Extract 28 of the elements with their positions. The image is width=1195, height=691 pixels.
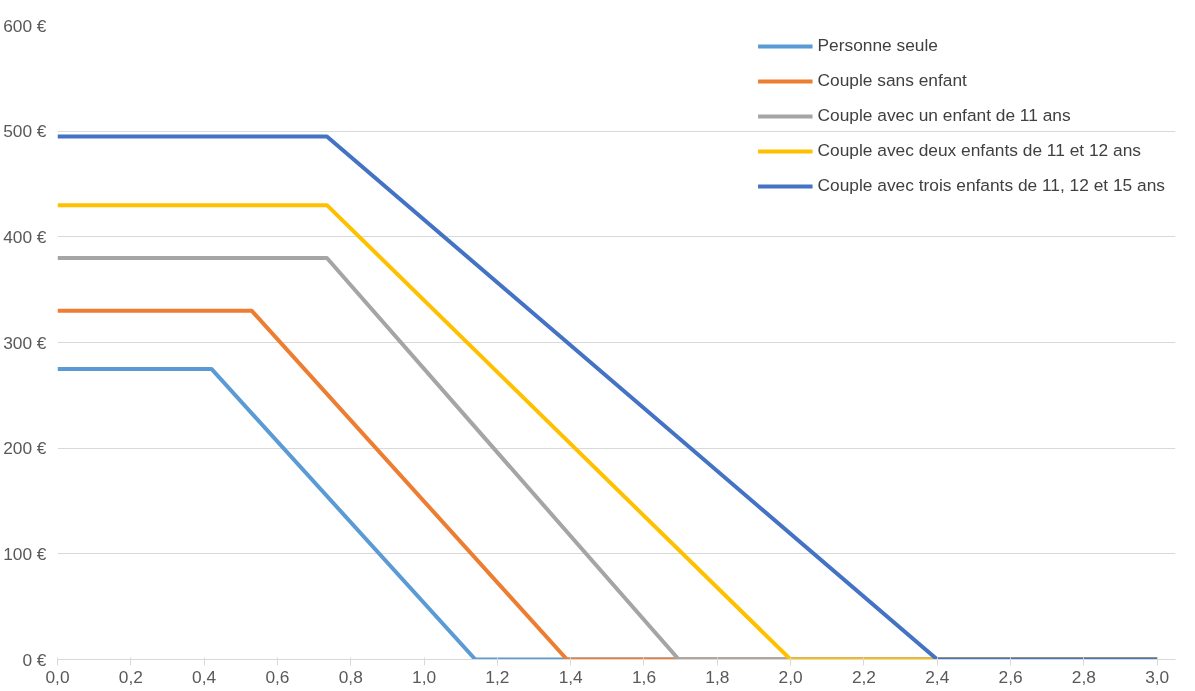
x-tick-label: 0,8 [338, 666, 363, 687]
x-tick-label: 1,4 [558, 666, 584, 687]
x-tick-label: 2,2 [851, 666, 876, 687]
x-tick-label: 1,0 [412, 666, 437, 687]
x-tick-label: 2,0 [778, 666, 803, 687]
legend-label: Couple avec trois enfants de 11, 12 et 15 ans [817, 175, 1165, 196]
y-tick-label: 500 € [3, 121, 47, 142]
y-tick-label: 600 € [3, 15, 47, 36]
x-tick-label: 2,4 [925, 666, 950, 687]
x-tick-label: 2,6 [998, 666, 1023, 687]
legend-label: Couple avec un enfant de 11 ans [817, 105, 1071, 126]
x-tick-label: 1,2 [485, 666, 510, 687]
y-tick-label: 400 € [3, 226, 47, 247]
legend-label: Couple avec deux enfants de 11 et 12 ans [817, 140, 1141, 161]
y-tick-label: 200 € [3, 438, 47, 459]
y-tick-label: 100 € [3, 543, 47, 564]
x-tick-label: 0,6 [265, 666, 290, 687]
x-tick-label: 0,2 [118, 666, 143, 687]
x-tick-label: 0,4 [192, 666, 217, 687]
y-tick-label: 300 € [3, 332, 47, 353]
x-tick-label: 3,0 [1145, 666, 1170, 687]
legend-label: Personne seule [817, 35, 938, 56]
x-tick-label: 1,6 [631, 666, 657, 687]
legend-label: Couple sans enfant [817, 70, 967, 91]
y-tick-label: 0 € [22, 649, 47, 670]
x-tick-label: 0,0 [45, 666, 70, 687]
x-tick-label: 2,8 [1071, 666, 1096, 687]
x-tick-label: 1,8 [705, 666, 730, 687]
